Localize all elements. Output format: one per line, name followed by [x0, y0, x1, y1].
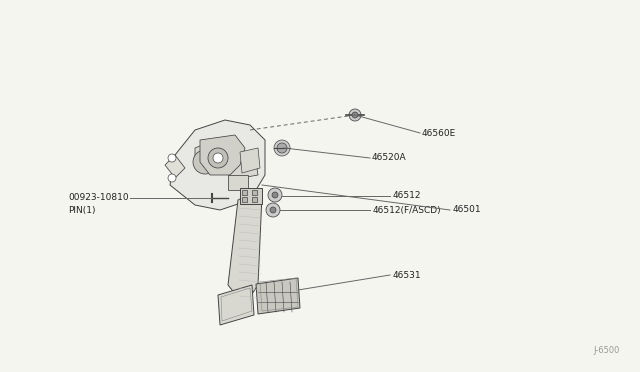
Bar [252, 197, 257, 202]
Circle shape [352, 112, 358, 118]
Text: 46520A: 46520A [372, 154, 406, 163]
Circle shape [274, 140, 290, 156]
Polygon shape [218, 285, 254, 325]
Polygon shape [165, 155, 185, 178]
Circle shape [272, 192, 278, 198]
Bar [242, 190, 247, 195]
Text: PIN(1): PIN(1) [68, 205, 95, 215]
Circle shape [349, 109, 361, 121]
Text: 46512(F/ASCD): 46512(F/ASCD) [373, 205, 442, 215]
Polygon shape [256, 278, 300, 314]
Polygon shape [225, 155, 258, 180]
Text: J-6500: J-6500 [594, 346, 620, 355]
Text: 46531: 46531 [393, 270, 422, 279]
Circle shape [168, 154, 176, 162]
Polygon shape [240, 148, 260, 173]
Polygon shape [170, 120, 265, 210]
Text: 00923-10810: 00923-10810 [68, 193, 129, 202]
Polygon shape [228, 195, 262, 300]
Circle shape [270, 207, 276, 213]
Circle shape [213, 153, 223, 163]
Bar [228, 175, 248, 190]
Text: 46560E: 46560E [422, 128, 456, 138]
Circle shape [277, 143, 287, 153]
Circle shape [208, 148, 228, 168]
Bar [240, 188, 262, 204]
Polygon shape [195, 140, 225, 168]
Text: 46512: 46512 [393, 192, 422, 201]
Circle shape [268, 188, 282, 202]
Bar [242, 197, 247, 202]
Text: 46501: 46501 [453, 205, 482, 215]
Polygon shape [200, 135, 245, 175]
Bar [252, 190, 257, 195]
Circle shape [168, 174, 176, 182]
Circle shape [193, 150, 217, 174]
Circle shape [266, 203, 280, 217]
